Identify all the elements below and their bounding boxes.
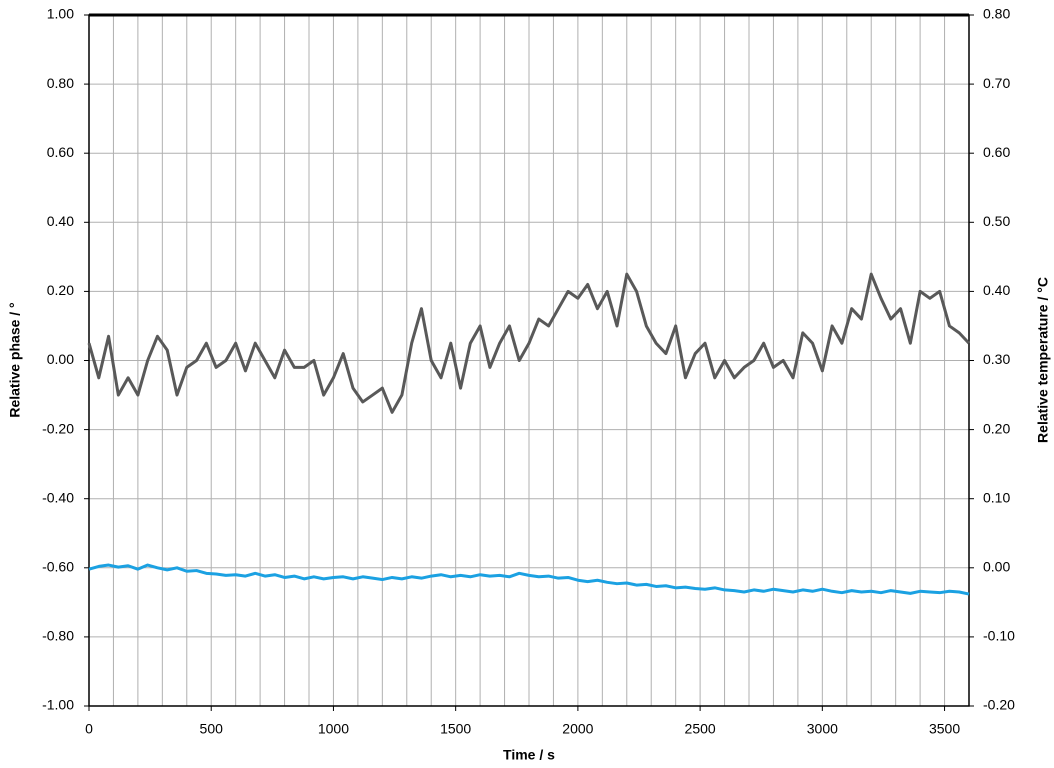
y2-tick-label: -0.10 [983, 628, 1015, 644]
x-tick-label: 1000 [318, 721, 349, 737]
y2-axis-label: Relative temperature / °C [1035, 277, 1051, 443]
y-tick-label: 0.80 [47, 75, 74, 91]
y2-tick-label: 0.60 [983, 144, 1010, 160]
y-axis-label: Relative phase / ° [7, 302, 23, 417]
y-tick-label: 0.00 [47, 351, 74, 367]
y2-tick-label: 0.20 [983, 420, 1010, 436]
x-tick-label: 2500 [685, 721, 716, 737]
y-tick-label: 1.00 [47, 6, 74, 22]
y-tick-label: 0.20 [47, 282, 74, 298]
y2-tick-label: 0.10 [983, 489, 1010, 505]
x-tick-label: 2000 [562, 721, 593, 737]
y-tick-label: -0.60 [42, 559, 74, 575]
y2-tick-label: 0.50 [983, 213, 1010, 229]
x-tick-label: 500 [200, 721, 224, 737]
y2-tick-label: 0.40 [983, 282, 1010, 298]
y-tick-label: 0.60 [47, 144, 74, 160]
series-line [87, 272, 971, 414]
y-tick-label: -1.00 [42, 697, 74, 713]
x-tick-label: 0 [85, 721, 93, 737]
y2-tick-label: 0.80 [983, 6, 1010, 22]
y-tick-label: 0.40 [47, 213, 74, 229]
series-line [88, 563, 970, 596]
y2-tick-label: 0.00 [983, 559, 1010, 575]
y-tick-label: -0.40 [42, 489, 74, 505]
x-axis-label: Time / s [503, 747, 555, 763]
x-tick-label: 1500 [440, 721, 471, 737]
x-tick-label: 3000 [807, 721, 838, 737]
y-tick-label: -0.20 [42, 420, 74, 436]
y2-tick-label: 0.30 [983, 351, 1010, 367]
y2-tick-label: 0.70 [983, 75, 1010, 91]
y2-tick-label: -0.20 [983, 697, 1015, 713]
x-tick-label: 3500 [929, 721, 960, 737]
y-tick-label: -0.80 [42, 628, 74, 644]
